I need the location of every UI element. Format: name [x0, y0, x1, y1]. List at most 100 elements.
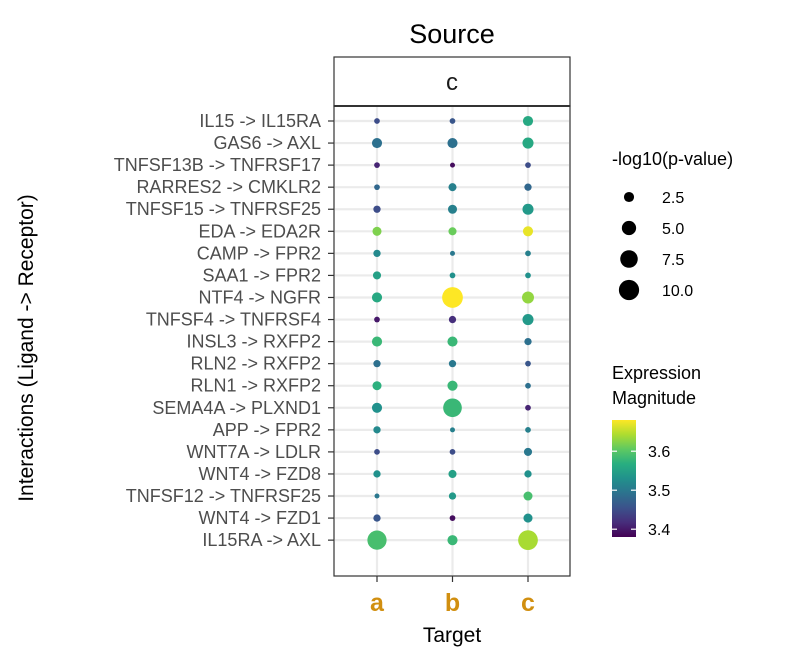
data-point	[374, 118, 380, 124]
y-tick-label: TNFSF13B -> TNFRSF17	[114, 155, 321, 175]
data-point	[372, 271, 382, 280]
y-tick-label: TNFSF12 -> TNFRSF25	[126, 486, 321, 506]
data-point	[373, 205, 381, 213]
data-point	[373, 470, 381, 478]
data-point	[448, 315, 457, 324]
y-tick-label: IL15 -> IL15RA	[199, 111, 321, 131]
y-tick-label: EDA -> EDA2R	[198, 221, 321, 241]
data-point	[371, 336, 383, 347]
y-tick-label: CAMP -> FPR2	[197, 243, 321, 263]
size-legend-dot	[618, 279, 640, 301]
data-point	[522, 115, 534, 127]
data-point	[523, 491, 533, 501]
data-point	[373, 426, 381, 434]
data-point	[449, 515, 456, 521]
x-tick-label: a	[370, 589, 385, 617]
data-point	[523, 513, 533, 523]
color-bar	[612, 420, 636, 537]
data-point	[525, 382, 531, 389]
data-point	[442, 287, 463, 308]
data-point	[449, 272, 456, 279]
y-tick-label: INSL3 -> RXFP2	[186, 332, 321, 352]
data-point	[443, 398, 462, 418]
x-axis-title: Target	[423, 624, 482, 647]
data-point	[522, 137, 534, 149]
y-tick-label: TNFSF15 -> TNFRSF25	[126, 199, 321, 219]
data-point	[373, 514, 381, 522]
data-point	[372, 226, 382, 236]
data-point	[525, 272, 531, 279]
color-legend: Expression Magnitude 3.4 3.5 3.6	[612, 363, 701, 539]
data-point	[449, 449, 456, 455]
data-point	[374, 493, 380, 499]
size-legend-label: 7.5	[662, 252, 684, 269]
data-point	[373, 360, 381, 368]
data-point	[374, 184, 380, 191]
y-tick-label: SEMA4A -> PLXND1	[152, 398, 321, 418]
size-legend: -log10(p-value) 2.5 5.0 7.5 10.0	[612, 149, 733, 301]
data-point	[525, 404, 531, 411]
y-tick-label: GAS6 -> AXL	[213, 133, 321, 153]
y-tick-label: NTF4 -> NGFR	[198, 287, 321, 307]
data-point	[524, 337, 532, 346]
data-point	[522, 226, 534, 237]
y-tick-label: WNT7A -> LDLR	[186, 442, 321, 462]
data-point	[524, 470, 532, 478]
x-axis-ticks: a b c	[370, 576, 535, 617]
x-tick-label: c	[521, 589, 535, 617]
facet-label: c	[446, 69, 458, 96]
y-axis-title: Interactions (Ligand -> Receptor)	[15, 194, 38, 502]
size-legend-label: 5.0	[662, 221, 684, 238]
data-point	[374, 316, 380, 323]
data-point	[523, 447, 533, 456]
data-point	[449, 118, 456, 124]
y-tick-label: RLN2 -> RXFP2	[190, 354, 321, 374]
data-point	[525, 360, 531, 367]
data-point	[450, 427, 455, 433]
size-legend-dot	[623, 191, 635, 203]
data-point	[367, 530, 387, 550]
y-tick-label: IL15RA -> AXL	[202, 530, 321, 550]
data-point	[447, 380, 458, 391]
data-point	[371, 402, 383, 413]
data-point	[447, 138, 458, 149]
y-tick-label: APP -> FPR2	[213, 420, 321, 440]
facet-strip: c	[333, 56, 571, 107]
y-tick-label: RLN1 -> RXFP2	[190, 376, 321, 396]
data-point	[525, 250, 531, 257]
data-point	[448, 469, 457, 479]
data-point	[450, 250, 455, 256]
y-tick-label: SAA1 -> FPR2	[202, 265, 321, 285]
data-point	[525, 162, 531, 168]
data-point	[372, 381, 382, 391]
data-point	[448, 227, 457, 236]
color-legend-title-line-2: Magnitude	[612, 388, 696, 408]
size-legend-title: -log10(p-value)	[612, 149, 733, 169]
y-tick-label: WNT4 -> FZD1	[198, 508, 321, 528]
data-point	[448, 183, 457, 192]
y-tick-label: TNFSF4 -> TNFRSF4	[146, 310, 321, 330]
data-point	[447, 204, 458, 214]
color-legend-title-line-1: Expression	[612, 363, 701, 383]
size-legend-label: 2.5	[662, 190, 684, 207]
color-legend-label: 3.4	[648, 522, 670, 539]
data-point	[447, 336, 458, 347]
data-point	[522, 313, 534, 326]
color-legend-label: 3.6	[648, 444, 670, 461]
x-tick-label: b	[445, 589, 460, 617]
data-points	[367, 115, 538, 551]
data-point	[522, 291, 534, 304]
data-point	[524, 183, 532, 191]
data-point	[371, 138, 383, 149]
data-point	[518, 530, 538, 551]
size-legend-dot	[621, 220, 637, 236]
data-point	[374, 449, 380, 455]
data-point	[525, 426, 531, 433]
data-point	[448, 492, 457, 500]
data-point	[448, 360, 457, 368]
data-point	[374, 162, 380, 168]
data-point	[522, 203, 534, 215]
size-legend-label: 10.0	[662, 283, 693, 300]
chart-title: Source	[409, 19, 495, 49]
